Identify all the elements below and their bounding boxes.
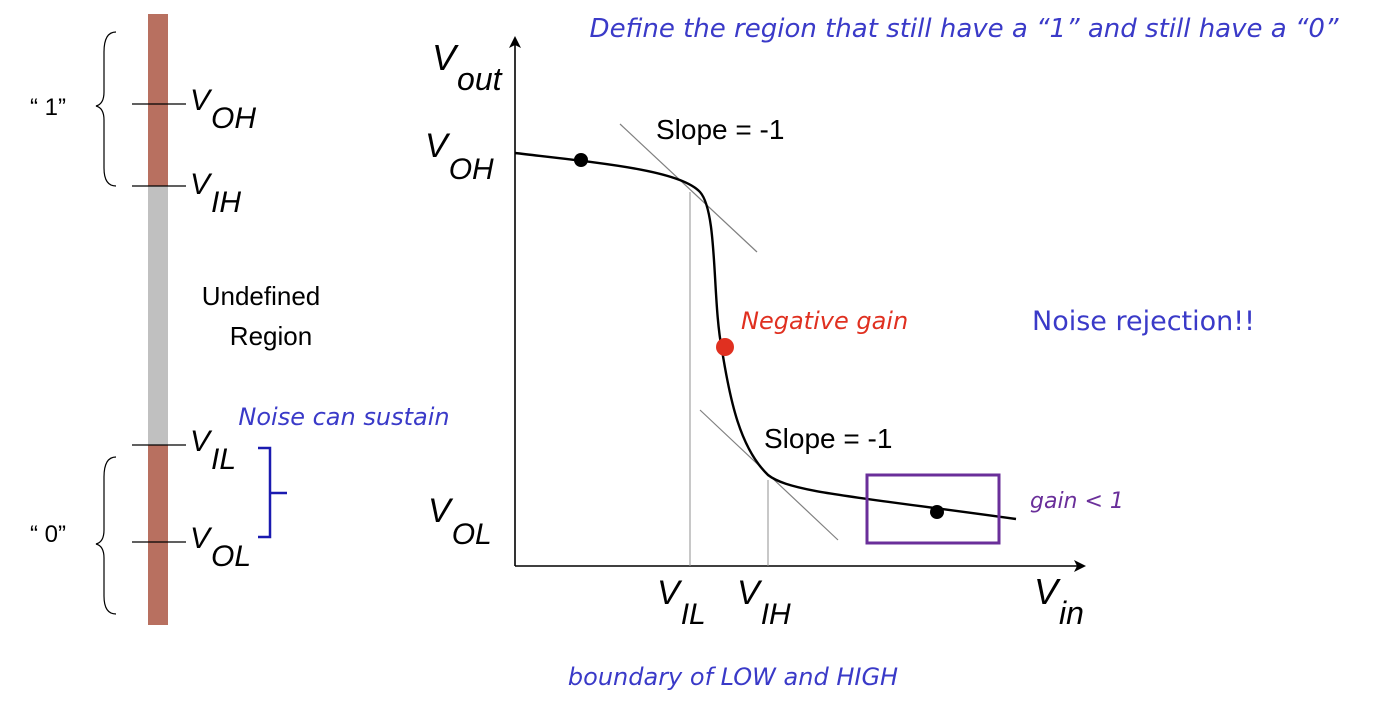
point-high-output — [574, 153, 588, 167]
gain-less-label: gain < 1 — [1030, 489, 1124, 514]
x-vih-main: V — [737, 574, 763, 612]
tangent-top — [619, 123, 758, 253]
x-vih-sub: IH — [761, 598, 791, 631]
undefined-label-line1: Undefined — [202, 281, 321, 311]
bar-vih-label: VIH — [190, 168, 241, 219]
transfer-curve — [514, 151, 1017, 521]
point-low-output — [930, 505, 944, 519]
slope-bottom-label: Slope = -1 — [764, 423, 892, 454]
undefined-label-line2: Region — [230, 321, 312, 351]
logic-one-label: “ 1” — [30, 94, 66, 121]
negative-gain-label: Negative gain — [741, 307, 908, 335]
undefined-band — [148, 186, 168, 445]
noise-rejection-label: Noise rejection!! — [1032, 306, 1255, 337]
y-vol-label: VOL — [428, 492, 492, 551]
x-vil-sub: IL — [681, 598, 706, 631]
y-vol-sub: OL — [452, 518, 492, 551]
bar-vih-main: V — [190, 168, 213, 201]
bar-vil-main: V — [190, 425, 213, 458]
vtc-graph: Vout Vin VOH VOL VIL VIH Slope = -1 Slop… — [425, 36, 1255, 631]
slope-top-label: Slope = -1 — [656, 114, 784, 145]
bar-voh-sub: OH — [211, 102, 256, 135]
x-axis-main: V — [1034, 571, 1061, 612]
logic-zero-band — [148, 445, 168, 625]
noise-sustain-note: Noise can sustain — [238, 403, 449, 431]
bar-vil-label: VIL — [190, 425, 236, 476]
x-vil-label: VIL — [657, 574, 706, 631]
logic-one-band — [148, 14, 168, 186]
y-voh-main: V — [425, 127, 451, 165]
logic-one-brace — [95, 31, 117, 187]
x-vih-label: VIH — [737, 574, 791, 631]
bar-vol-sub: OL — [211, 540, 251, 573]
noise-margin-bracket — [258, 446, 287, 539]
bar-vil-sub: IL — [211, 443, 236, 476]
bar-voh-label: VOH — [190, 84, 256, 135]
logic-zero-brace — [95, 456, 117, 615]
gain-box — [865, 473, 1001, 545]
y-vol-main: V — [428, 492, 454, 530]
title: Define the region that still have a “1” … — [590, 14, 1339, 44]
bar-vol-main: V — [190, 522, 213, 555]
bar-vih-sub: IH — [211, 186, 241, 219]
bar-voh-main: V — [190, 84, 213, 117]
point-negative-gain — [716, 338, 734, 356]
y-axis-label: Vout — [432, 37, 503, 97]
y-voh-label: VOH — [425, 127, 494, 186]
y-axis-sub: out — [457, 61, 503, 97]
y-voh-sub: OH — [449, 153, 494, 186]
x-vil-main: V — [657, 574, 683, 612]
x-axis-sub: in — [1059, 595, 1084, 631]
x-axis-label: Vin — [1034, 571, 1084, 631]
logic-zero-label: “ 0” — [30, 521, 66, 548]
footer-caption: boundary of LOW and HIGH — [568, 663, 898, 691]
bar-vol-label: VOL — [190, 522, 251, 573]
logic-level-bar: “ 1” “ 0” Undefined Region VOH VIH VIL V… — [30, 14, 450, 625]
y-axis-main: V — [432, 37, 459, 78]
